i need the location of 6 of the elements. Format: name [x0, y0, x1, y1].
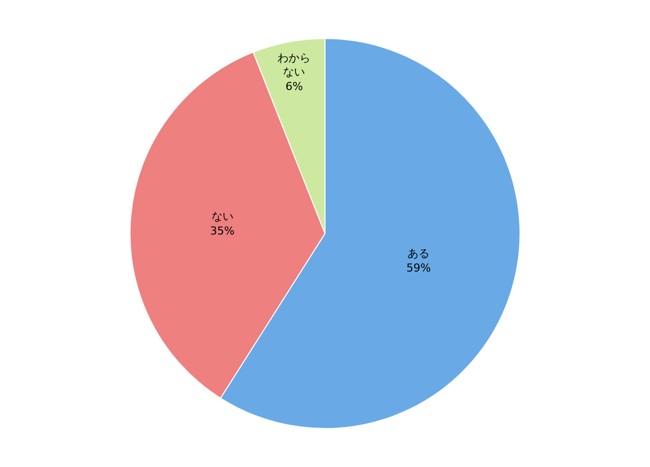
data-label: 6% — [286, 80, 303, 93]
slice-label: ある — [408, 247, 430, 260]
slice-label: わからない — [278, 51, 311, 79]
data-label: 59% — [406, 261, 431, 274]
data-label: 35% — [210, 224, 235, 238]
slice-label: ない — [211, 210, 234, 224]
